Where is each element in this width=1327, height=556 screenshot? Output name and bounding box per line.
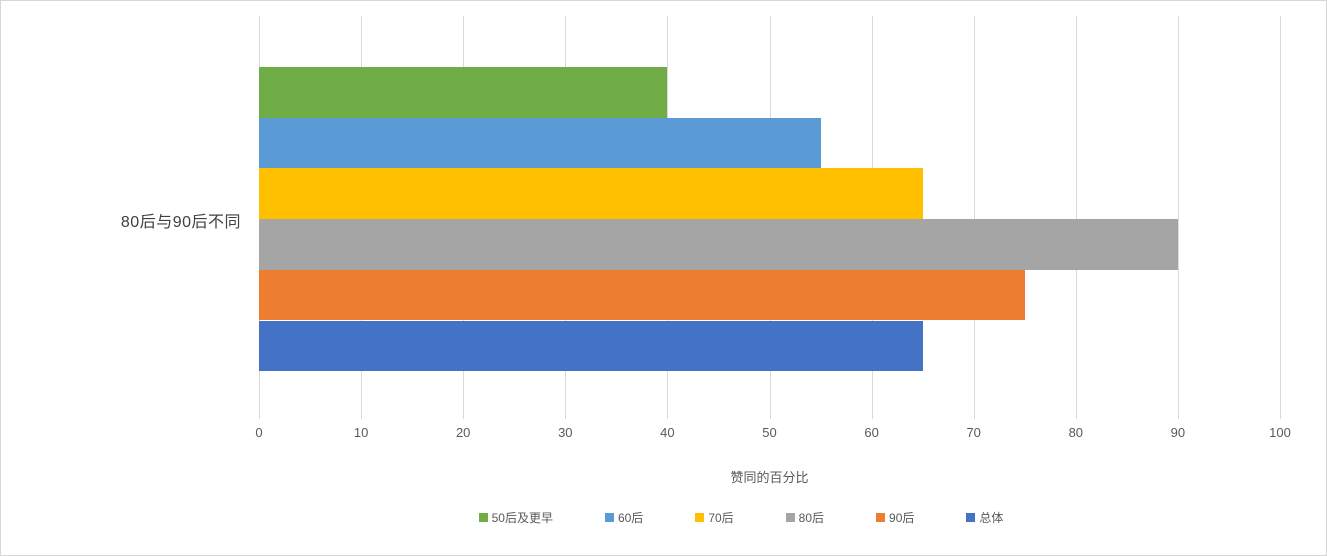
legend: 50后及更早 60后 70后 80后 90后 总体	[201, 509, 1281, 526]
x-tick-label-90: 90	[1170, 425, 1186, 440]
x-tick-label-70: 70	[966, 425, 981, 440]
x-tick-label-60: 60	[864, 425, 879, 440]
legend-label: 90后	[889, 511, 915, 525]
legend-item-60后[interactable]: 60后	[604, 509, 644, 526]
legend-marker-icon	[876, 513, 886, 522]
legend-marker-icon	[695, 513, 705, 522]
bar-50后及更早[interactable]	[259, 67, 668, 118]
legend-label: 60后	[617, 511, 644, 525]
legend-item-总体[interactable]: 总体	[966, 509, 1003, 526]
x-tick-label-30: 30	[558, 425, 573, 440]
gridline-80	[1075, 16, 1077, 419]
bar-60后[interactable]	[259, 117, 821, 169]
x-tick-label-50: 50	[762, 425, 777, 440]
legend-marker-icon	[785, 513, 795, 522]
plot-area	[259, 16, 1281, 419]
category-axis-label: 80后与90后不同	[120, 214, 241, 231]
x-tick-label-100: 100	[1269, 425, 1291, 440]
legend-label: 70后	[708, 511, 734, 525]
legend-item-50后及更早[interactable]: 50后及更早	[478, 509, 553, 526]
legend-item-70后[interactable]: 70后	[695, 509, 734, 526]
bar-总体[interactable]	[259, 320, 923, 372]
x-tick-label-40: 40	[660, 425, 675, 440]
bar-70后[interactable]	[259, 168, 923, 220]
gridline-90	[1177, 16, 1179, 419]
legend-item-80后[interactable]: 80后	[785, 509, 825, 526]
x-tick-label-0: 0	[255, 425, 263, 440]
legend-label: 50后及更早	[491, 511, 553, 525]
legend-marker-icon	[966, 513, 976, 522]
legend-item-90后[interactable]: 90后	[876, 509, 914, 526]
x-tick-label-10: 10	[353, 425, 369, 440]
bar-90后[interactable]	[259, 269, 1025, 321]
x-axis-title: 赞同的百分比	[730, 470, 809, 485]
legend-label: 80后	[798, 511, 825, 525]
legend-marker-icon	[478, 513, 488, 522]
legend-label: 总体	[979, 511, 1004, 525]
legend-marker-icon	[604, 513, 614, 522]
bar-80后[interactable]	[259, 219, 1178, 270]
x-tick-label-80: 80	[1068, 425, 1084, 440]
x-tick-label-20: 20	[455, 425, 471, 440]
gridline-100	[1280, 16, 1281, 419]
gridline-70	[973, 16, 975, 419]
